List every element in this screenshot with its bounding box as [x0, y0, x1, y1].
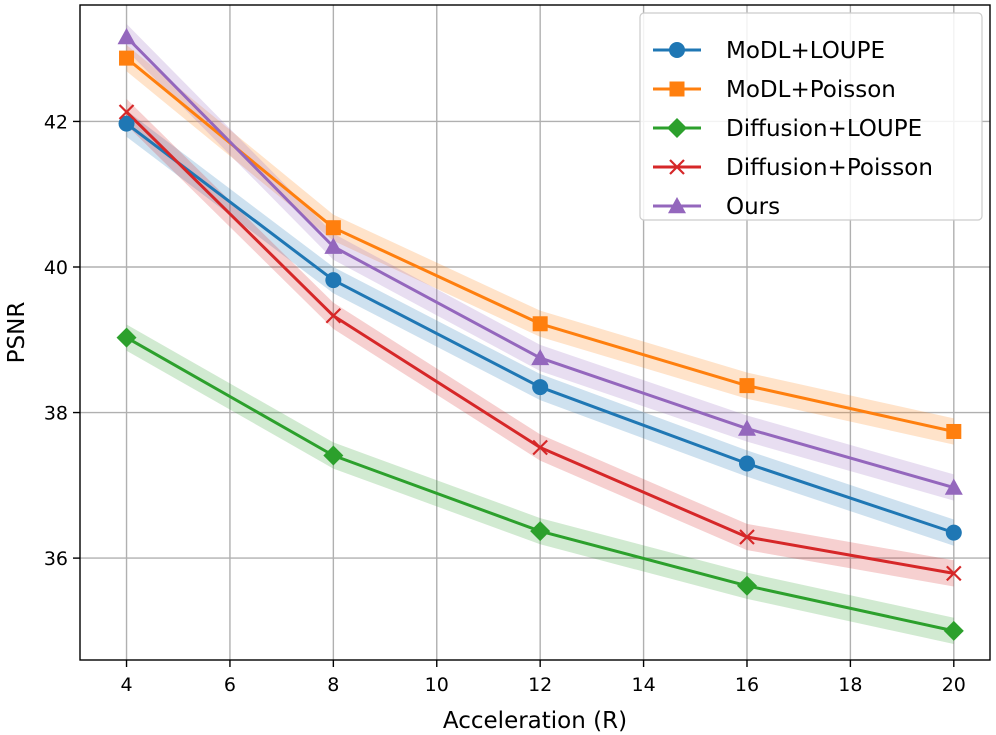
legend-label: Ours: [726, 194, 780, 220]
legend-item-modl-poisson: MoDL+Poisson: [653, 77, 896, 103]
point-modl-loupe: [325, 272, 342, 289]
point-diffusion-poisson: [946, 565, 962, 582]
x-axis-label: Acceleration (R): [443, 708, 627, 734]
point-modl-poisson: [946, 423, 962, 439]
legend-item-diffusion-poisson: Diffusion+Poisson: [653, 155, 933, 181]
point-ours: [324, 237, 343, 254]
x-marker-stroke: [739, 529, 755, 545]
point-ours: [944, 478, 963, 495]
point-modl-loupe: [532, 379, 549, 396]
x-marker-stroke: [325, 307, 342, 324]
x-marker-stroke: [532, 439, 548, 456]
y-tick-label: 42: [44, 111, 68, 133]
band-ours: [126, 23, 954, 501]
legend-label: MoDL+LOUPE: [726, 38, 885, 64]
point-diffusion-poisson: [325, 307, 342, 324]
point-diffusion-poisson: [118, 104, 135, 120]
x-tick-label: 14: [631, 674, 655, 696]
point-modl-poisson: [739, 378, 755, 394]
x-marker-stroke: [946, 565, 962, 582]
point-diffusion-poisson: [739, 529, 755, 545]
x-marker-stroke: [118, 104, 135, 120]
point-ours: [117, 28, 136, 45]
y-tick-label: 38: [44, 403, 68, 425]
legend: MoDL+LOUPE MoDL+Poisson Diffusion+LOUPE Dif…: [639, 12, 983, 221]
point-ours: [737, 419, 756, 436]
legend-marker: [668, 197, 686, 214]
legend-item-diffusion-loupe: Diffusion+LOUPE: [653, 116, 922, 142]
plot-frame: [79, 4, 991, 661]
legend-item-ours: Ours: [653, 194, 780, 220]
legend-marker: [669, 81, 685, 97]
x-tick-label: 4: [120, 674, 132, 696]
legend-marker: [669, 159, 685, 175]
x-marker-stroke: [669, 159, 685, 175]
point-modl-poisson: [532, 316, 548, 332]
point-diffusion-loupe: [943, 620, 964, 641]
point-modl-loupe: [118, 115, 135, 132]
x-tick-label: 20: [942, 674, 966, 696]
point-diffusion-loupe: [530, 521, 551, 542]
point-diffusion-loupe: [323, 445, 344, 466]
point-diffusion-loupe: [116, 327, 137, 348]
x-tick-label: 16: [735, 674, 759, 696]
x-tick-label: 8: [327, 674, 339, 696]
band-modl-loupe: [126, 110, 954, 546]
point-diffusion-loupe: [736, 575, 757, 596]
y-axis-label: PSNR: [4, 302, 30, 364]
series-markers: [116, 28, 964, 641]
legend-box: [639, 12, 983, 221]
point-modl-poisson: [119, 50, 135, 66]
point-modl-loupe: [738, 455, 755, 472]
x-tick-label: 18: [838, 674, 862, 696]
legend-marker: [669, 42, 685, 58]
legend-marker: [667, 118, 687, 138]
x-tick-label: 10: [425, 674, 449, 696]
x-tick-label: 6: [224, 674, 236, 696]
x-tick-label: 12: [528, 674, 552, 696]
axis-ticks: 4 6 8 10 12 14 16 18 20 36 38 40 42: [44, 111, 966, 696]
point-modl-loupe: [945, 524, 962, 541]
point-diffusion-poisson: [532, 439, 548, 456]
legend-label: Diffusion+LOUPE: [726, 116, 922, 142]
point-modl-poisson: [325, 220, 341, 236]
y-tick-label: 40: [44, 257, 68, 279]
y-tick-label: 36: [44, 548, 68, 570]
legend-label: Diffusion+Poisson: [726, 155, 933, 181]
legend-item-modl-loupe: MoDL+LOUPE: [653, 38, 885, 64]
band-modl-poisson: [126, 45, 954, 445]
point-ours: [531, 348, 550, 366]
legend-label: MoDL+Poisson: [726, 77, 896, 103]
